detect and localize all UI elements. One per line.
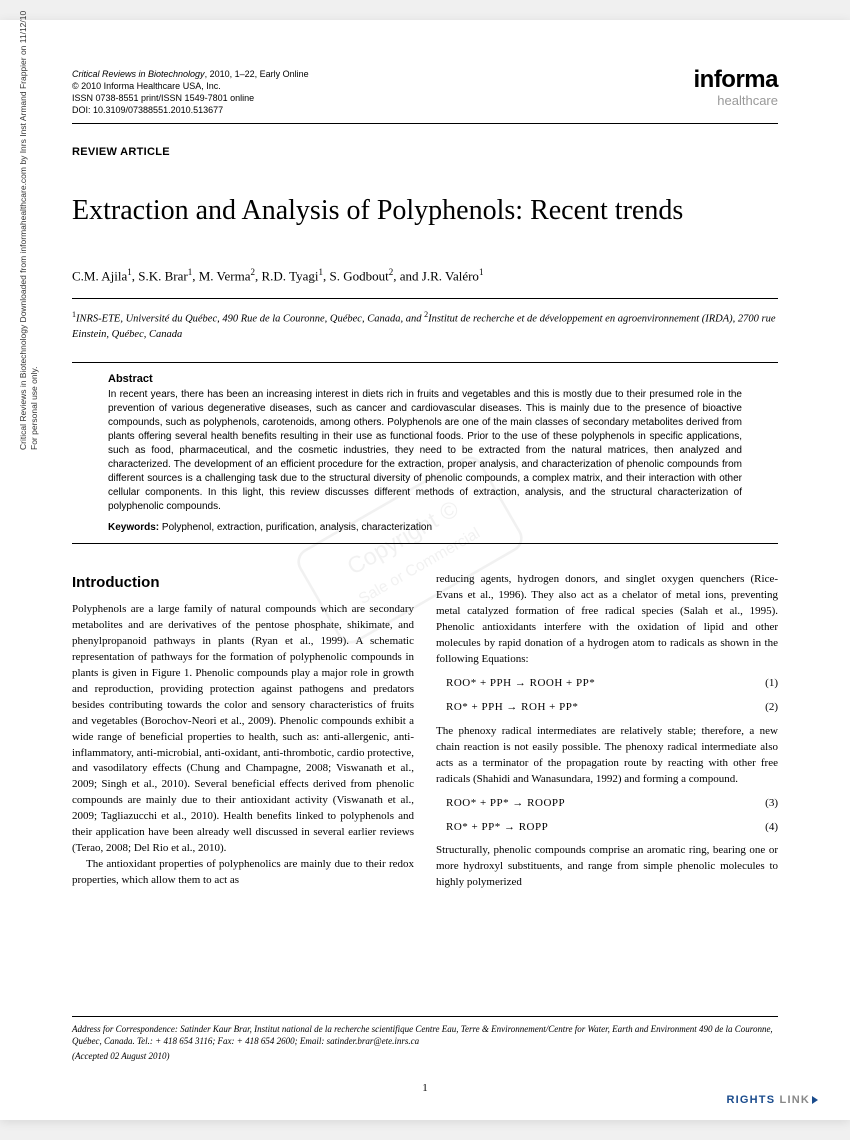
sideband-line2: For personal use only. xyxy=(29,367,39,450)
abstract-box: Abstract In recent years, there has been… xyxy=(72,362,778,544)
column-left: Introduction Polyphenols are a large fam… xyxy=(72,572,414,891)
eqn-num: (1) xyxy=(765,676,778,692)
rightslink-badge[interactable]: RIGHTS LINK xyxy=(727,1094,819,1106)
citation: , 2010, 1–22, Early Online xyxy=(205,69,309,79)
col2-para-2: The phenoxy radical intermediates are re… xyxy=(436,724,778,788)
authors: C.M. Ajila1, S.K. Brar1, M. Verma2, R.D.… xyxy=(72,267,778,299)
correspondence-text: : Satinder Kaur Brar, Institut national … xyxy=(72,1024,773,1046)
publisher-logo: informa healthcare xyxy=(693,68,778,107)
copyright: © 2010 Informa Healthcare USA, Inc. xyxy=(72,81,221,91)
download-sideband: Critical Reviews in Biotechnology Downlo… xyxy=(18,11,40,450)
publisher-sub: healthcare xyxy=(693,94,778,107)
eqn-math: ROO* + PP* → ROOPP xyxy=(446,796,565,812)
equation-4: RO* + PP* → ROPP (4) xyxy=(446,820,778,836)
sideband-line1: Critical Reviews in Biotechnology Downlo… xyxy=(18,11,28,450)
chevron-right-icon xyxy=(812,1096,818,1104)
eqn-num: (2) xyxy=(765,700,778,716)
intro-para-1: Polyphenols are a large family of natura… xyxy=(72,602,414,857)
column-right: reducing agents, hydrogen donors, and si… xyxy=(436,572,778,891)
col2-para-3: Structurally, phenolic compounds compris… xyxy=(436,843,778,891)
equation-3: ROO* + PP* → ROOPP (3) xyxy=(446,796,778,812)
publisher-brand: informa xyxy=(693,68,778,92)
header: Critical Reviews in Biotechnology, 2010,… xyxy=(72,68,778,124)
col2-para-1: reducing agents, hydrogen donors, and si… xyxy=(436,572,778,668)
keywords-label: Keywords: xyxy=(108,522,159,533)
journal-name: Critical Reviews in Biotechnology xyxy=(72,69,205,79)
eqn-num: (3) xyxy=(765,796,778,812)
intro-para-2: The antioxidant properties of polyphenol… xyxy=(72,857,414,889)
equation-2: RO* + PPH → ROH + PP* (2) xyxy=(446,700,778,716)
abstract-heading: Abstract xyxy=(108,373,742,385)
page: Critical Reviews in Biotechnology Downlo… xyxy=(0,20,850,1120)
correspondence-label: Address for Correspondence xyxy=(72,1024,175,1034)
page-number: 1 xyxy=(0,1082,850,1094)
correspondence-footer: Address for Correspondence: Satinder Kau… xyxy=(72,1016,778,1062)
abstract-text: In recent years, there has been an incre… xyxy=(108,388,742,514)
section-heading: Introduction xyxy=(72,572,414,594)
keywords-text: Polyphenol, extraction, purification, an… xyxy=(162,522,432,533)
eqn-math: RO* + PP* → ROPP xyxy=(446,820,548,836)
eqn-math: ROO* + PPH → ROOH + PP* xyxy=(446,676,595,692)
rightslink-part1: RIGHTS xyxy=(727,1094,776,1106)
keywords-line: Keywords: Polyphenol, extraction, purifi… xyxy=(108,522,742,533)
equation-1: ROO* + PPH → ROOH + PP* (1) xyxy=(446,676,778,692)
article-title: Extraction and Analysis of Polyphenols: … xyxy=(72,194,778,228)
doi: DOI: 10.3109/07388551.2010.513677 xyxy=(72,105,223,115)
publication-meta: Critical Reviews in Biotechnology, 2010,… xyxy=(72,68,309,117)
eqn-num: (4) xyxy=(765,820,778,836)
rightslink-part2: LINK xyxy=(780,1094,810,1106)
eqn-math: RO* + PPH → ROH + PP* xyxy=(446,700,578,716)
body-columns: Introduction Polyphenols are a large fam… xyxy=(72,572,778,891)
affiliations: 1INRS-ETE, Université du Québec, 490 Rue… xyxy=(72,309,778,342)
article-type: REVIEW ARTICLE xyxy=(72,146,778,158)
accepted-date: (Accepted 02 August 2010) xyxy=(72,1050,778,1062)
issn: ISSN 0738-8551 print/ISSN 1549-7801 onli… xyxy=(72,93,254,103)
